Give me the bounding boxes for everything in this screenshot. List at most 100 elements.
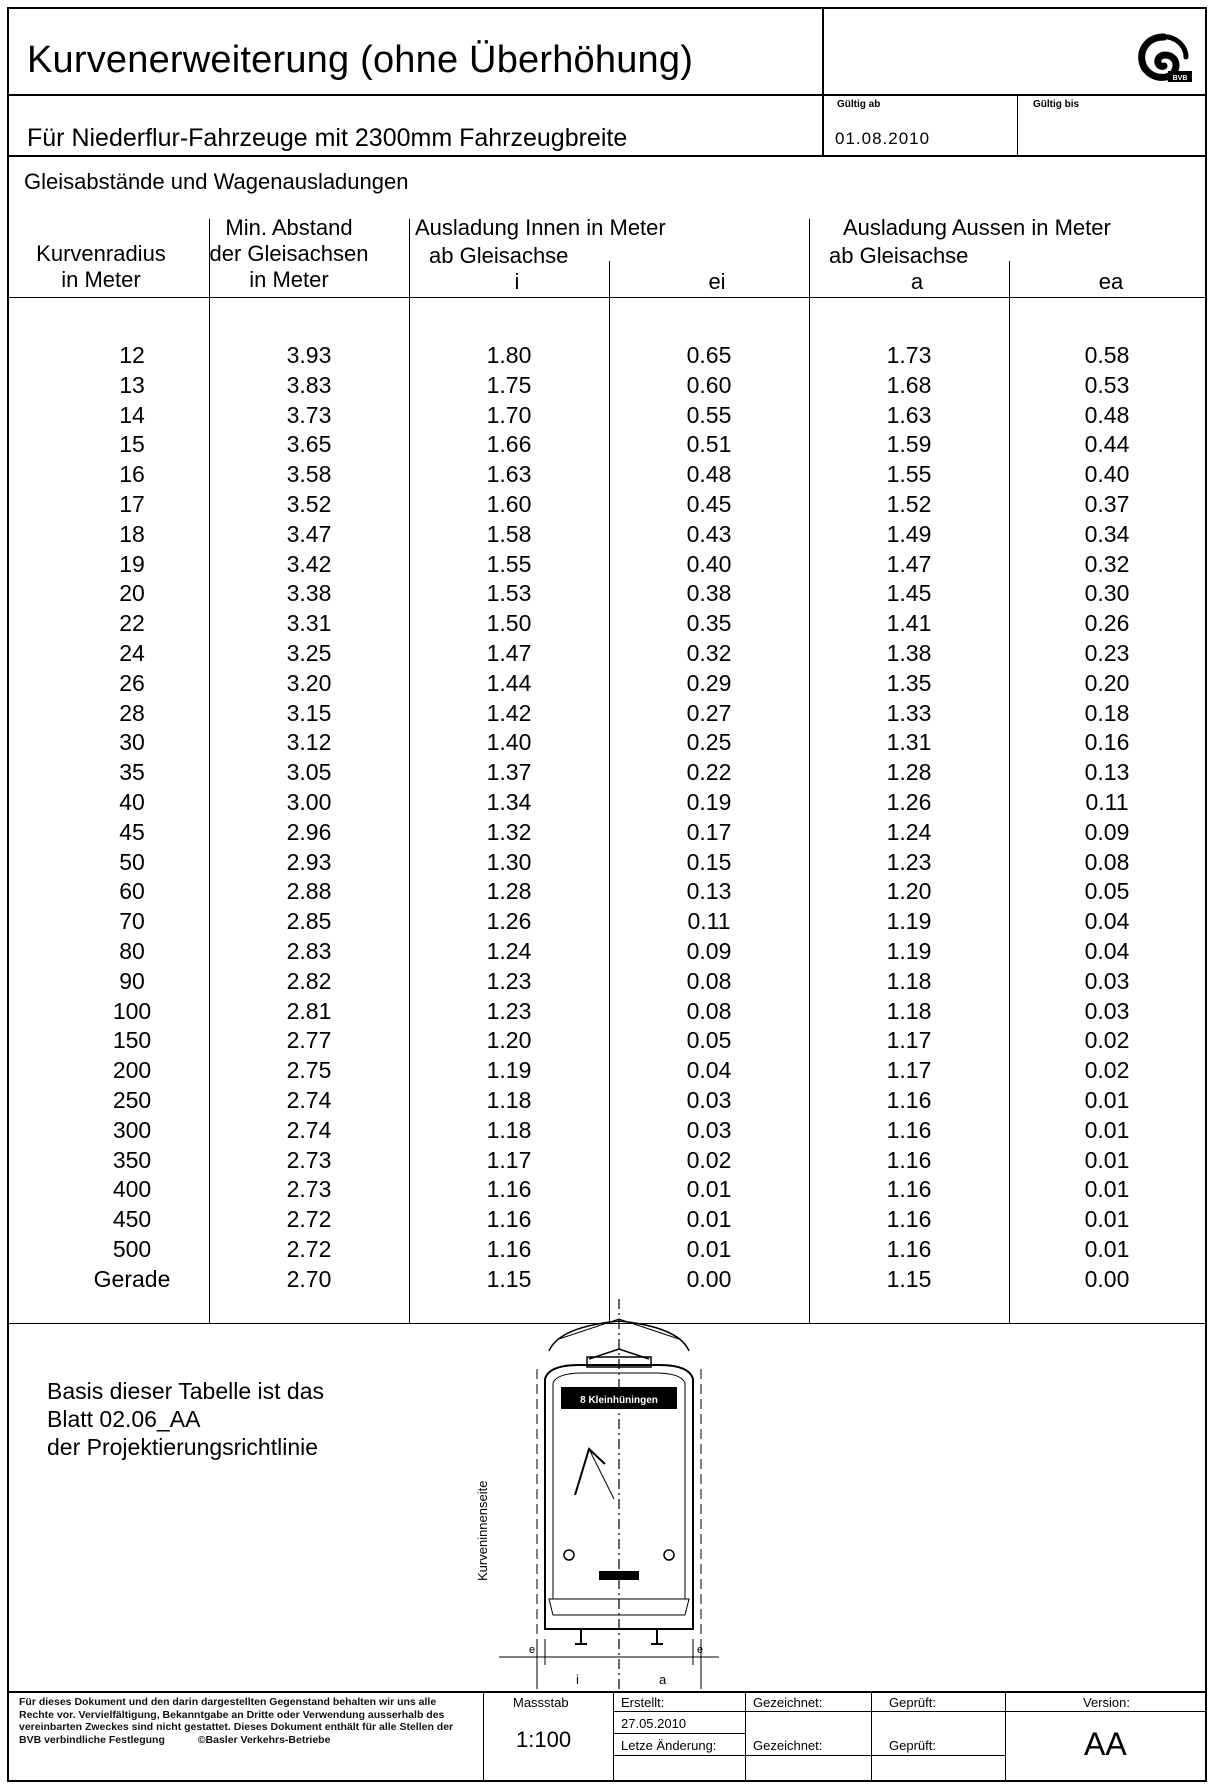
table-cell: 0.03 xyxy=(686,1116,732,1143)
footer-divider xyxy=(745,1691,746,1782)
table-cell: 0.08 xyxy=(686,967,732,994)
table-cell: 1.55 xyxy=(486,550,532,577)
table-cell: 1.42 xyxy=(486,699,532,726)
group-inner-sub: ab Gleisachse xyxy=(429,243,569,268)
table-cell: 0.01 xyxy=(1084,1146,1130,1173)
table-cell: 1.73 xyxy=(886,342,932,368)
table-cell: 1.75 xyxy=(486,371,532,398)
table-cell: 0.03 xyxy=(1084,997,1130,1024)
table-cell: 12 xyxy=(119,342,145,368)
table-cell: 0.01 xyxy=(686,1206,732,1233)
table-cell: 0.23 xyxy=(1084,640,1130,666)
table-cell: 0.19 xyxy=(686,789,732,815)
table-row: 350 2.73 1.17 0.02 1.16 0.01 xyxy=(9,1146,1205,1176)
table-row: 28 3.15 1.42 0.27 1.33 0.18 xyxy=(9,699,1205,729)
table-cell: 1.45 xyxy=(886,580,932,607)
group-outer-sub: ab Gleisachse xyxy=(829,243,969,268)
table-cell: 1.68 xyxy=(886,371,932,398)
divider xyxy=(9,155,1205,157)
table-cell: 0.01 xyxy=(686,1236,732,1262)
footer-rule xyxy=(613,1733,745,1734)
table-cell: 1.16 xyxy=(886,1116,932,1143)
note-line2: Blatt 02.06_AA xyxy=(47,1406,201,1432)
group-outer-title: Ausladung Aussen in Meter xyxy=(843,215,1111,240)
table-row: 450 2.72 1.16 0.01 1.16 0.01 xyxy=(9,1205,1205,1235)
table-cell: 1.19 xyxy=(486,1057,532,1084)
table-cell: 0.02 xyxy=(686,1146,732,1173)
table-cell: 0.01 xyxy=(1084,1116,1130,1143)
table-cell: 1.59 xyxy=(886,431,932,458)
footer-divider xyxy=(613,1691,614,1782)
table-cell: 1.30 xyxy=(486,848,532,875)
table-row: 250 2.74 1.18 0.03 1.16 0.01 xyxy=(9,1086,1205,1116)
col-divider xyxy=(809,219,810,1323)
table-row: 19 3.42 1.55 0.40 1.47 0.32 xyxy=(9,550,1205,580)
table-cell: 3.12 xyxy=(286,729,332,756)
table-row: 22 3.31 1.50 0.35 1.41 0.26 xyxy=(9,609,1205,639)
table-cell: 1.16 xyxy=(886,1236,932,1262)
table-cell: 0.32 xyxy=(686,640,732,666)
table-cell: 3.00 xyxy=(286,789,332,815)
curve-inside-label: Kurveninnenseite xyxy=(475,1480,490,1581)
table-cell: 0.05 xyxy=(1084,878,1130,905)
table-cell: 0.04 xyxy=(686,1057,732,1084)
table-row: 45 2.96 1.32 0.17 1.24 0.09 xyxy=(9,818,1205,848)
table-cell: 2.74 xyxy=(286,1116,332,1143)
dim-i: i xyxy=(576,1672,579,1687)
table-cell: 1.16 xyxy=(486,1236,532,1262)
section-title: Gleisabstände und Wagenausladungen xyxy=(24,169,409,194)
table-cell: 2.74 xyxy=(286,1087,332,1113)
table-cell: 3.25 xyxy=(286,640,332,666)
table-cell: 0.22 xyxy=(686,759,732,786)
table-cell: 1.15 xyxy=(486,1265,532,1292)
table-row: 70 2.85 1.26 0.11 1.19 0.04 xyxy=(9,907,1205,937)
table-cell: 0.27 xyxy=(686,699,732,726)
table-cell: 2.70 xyxy=(286,1265,332,1292)
footer-divider xyxy=(871,1691,872,1782)
table-cell: 250 xyxy=(112,1087,152,1113)
table-cell: 0.13 xyxy=(1084,759,1130,786)
table-cell: 0.02 xyxy=(1084,1057,1130,1084)
table-cell: 0.09 xyxy=(686,938,732,964)
table-cell: 18 xyxy=(119,520,145,547)
table-cell: 100 xyxy=(112,997,152,1024)
col-divider xyxy=(609,261,610,1323)
page-subtitle: Für Niederflur-Fahrzeuge mit 2300mm Fahr… xyxy=(27,124,628,152)
table-cell: 0.00 xyxy=(686,1265,732,1292)
table-row: 300 2.74 1.18 0.03 1.16 0.01 xyxy=(9,1116,1205,1146)
table-cell: 350 xyxy=(112,1146,152,1173)
table-row: 500 2.72 1.16 0.01 1.16 0.01 xyxy=(9,1235,1205,1265)
col-min-line2: der Gleisachsen xyxy=(209,241,369,266)
table-cell: 1.28 xyxy=(486,878,532,905)
table-cell: 15 xyxy=(119,431,145,458)
table-row: 40 3.00 1.34 0.19 1.26 0.11 xyxy=(9,788,1205,818)
table-cell: 2.85 xyxy=(286,908,332,935)
table-row: 13 3.83 1.75 0.60 1.68 0.53 xyxy=(9,371,1205,401)
created-date: 27.05.2010 xyxy=(621,1716,687,1731)
table-cell: 1.26 xyxy=(886,789,932,815)
table-cell: 1.18 xyxy=(886,997,932,1024)
table-cell: 0.65 xyxy=(686,342,732,368)
table-cell: 3.83 xyxy=(286,371,332,398)
checked-label-2: Geprüft: xyxy=(889,1738,936,1753)
table-row: 15 3.65 1.66 0.51 1.59 0.44 xyxy=(9,430,1205,460)
table-cell: 1.15 xyxy=(886,1265,932,1292)
table-cell: 1.63 xyxy=(486,461,532,488)
table-cell: 1.19 xyxy=(886,908,932,935)
document-sheet: Kurvenerweiterung (ohne Überhöhung) Für … xyxy=(7,7,1207,1782)
table-cell: 2.81 xyxy=(286,997,332,1024)
table-cell: 0.44 xyxy=(1084,431,1130,458)
table-cell: 400 xyxy=(112,1176,152,1203)
dim-e-left: e xyxy=(529,1644,535,1656)
table-cell: 2.72 xyxy=(286,1236,332,1262)
table-cell: 22 xyxy=(119,610,145,637)
divider xyxy=(822,9,824,155)
scale-value: 1:100 xyxy=(516,1727,572,1752)
table-cell: 1.17 xyxy=(886,1027,932,1054)
table-cell: 0.01 xyxy=(1084,1176,1130,1203)
table-cell: 70 xyxy=(119,908,145,935)
table-cell: 60 xyxy=(119,878,145,905)
checked-label: Geprüft: xyxy=(889,1695,936,1710)
table-cell: 450 xyxy=(112,1206,152,1233)
table-cell: 3.38 xyxy=(286,580,332,607)
